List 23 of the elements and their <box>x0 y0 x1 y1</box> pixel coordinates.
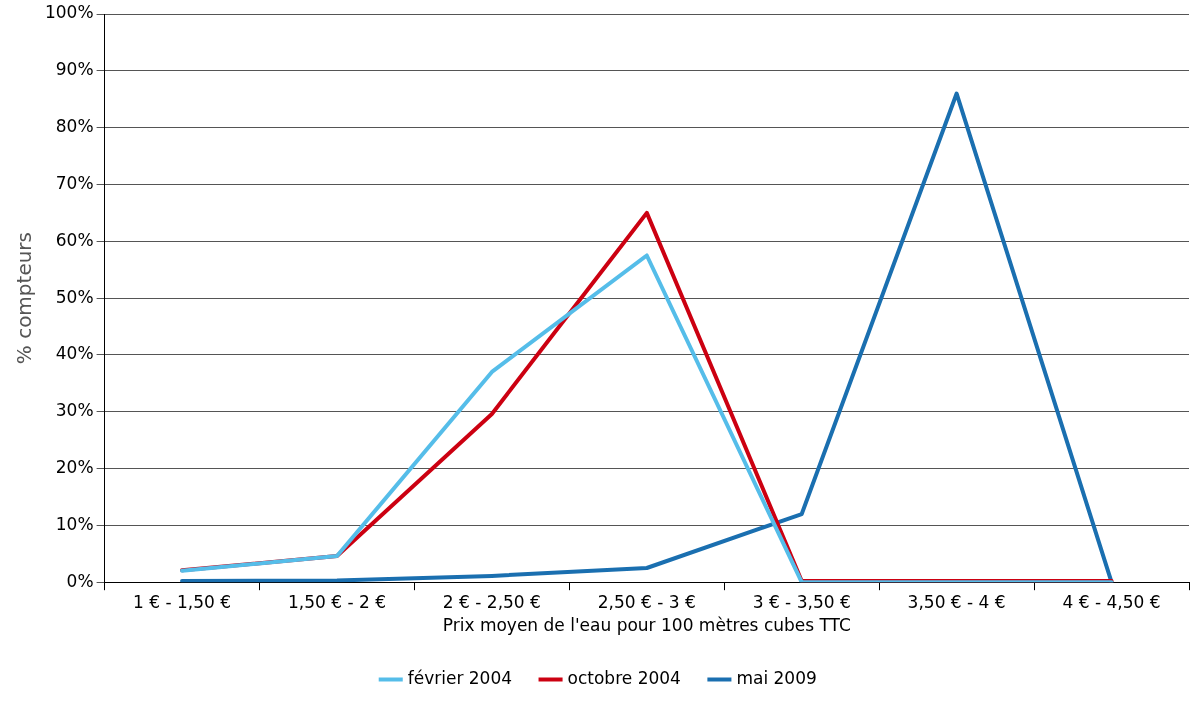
x-tick-label: 3,50 € - 4 € <box>907 591 1006 612</box>
x-tick-label: 1,50 € - 2 € <box>287 591 386 612</box>
y-tick-label: 70% <box>55 172 94 193</box>
y-tick-label: 10% <box>55 513 94 534</box>
x-tick-label: 2,50 € - 3 € <box>597 591 696 612</box>
x-tick-label: 1 € - 1,50 € <box>133 591 232 612</box>
x-tick-label: 2 € - 2,50 € <box>442 591 541 612</box>
y-axis-title: % compteurs <box>12 231 37 365</box>
y-tick-label: 20% <box>55 456 94 477</box>
legend-label: octobre 2004 <box>567 667 681 688</box>
y-tick-label: 0% <box>66 570 94 591</box>
y-tick-label: 40% <box>55 343 94 364</box>
y-tick-label: 100% <box>44 2 94 23</box>
y-tick-label: 90% <box>55 59 94 80</box>
y-tick-label: 60% <box>55 229 94 250</box>
y-tick-label: 80% <box>55 116 94 137</box>
legend-label: février 2004 <box>407 667 513 688</box>
y-tick-label: 50% <box>55 286 94 307</box>
x-axis-title: Prix moyen de l'eau pour 100 mètres cubes TTC <box>442 615 851 636</box>
x-tick-label: 3 € - 3,50 € <box>752 591 851 612</box>
y-tick-label: 30% <box>55 400 94 421</box>
legend-label: mai 2009 <box>736 667 817 688</box>
x-tick-label: 4 € - 4,50 € <box>1062 591 1161 612</box>
